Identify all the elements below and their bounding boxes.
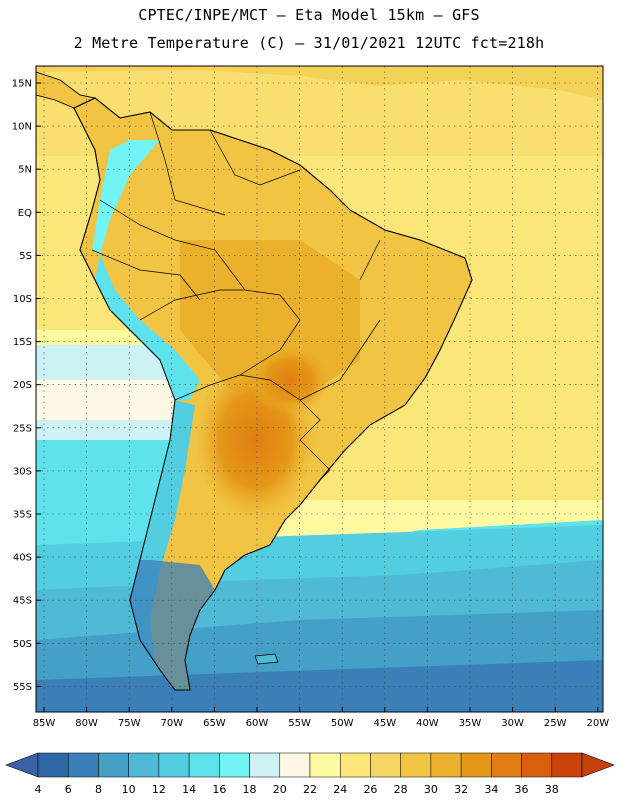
map-title-line-1: CPTEC/INPE/MCT – Eta Model 15km – GFS xyxy=(138,6,480,24)
lon-tick-label: 35W xyxy=(459,718,482,729)
lat-tick-label: 50S xyxy=(13,639,32,650)
andes-north-cold xyxy=(92,140,160,255)
colorbar-label: 16 xyxy=(212,783,226,796)
colorbar-swatch xyxy=(309,752,341,778)
paraguay-hot-core xyxy=(250,345,330,415)
lon-tick-label: 60W xyxy=(246,718,269,729)
colorbar-label: 8 xyxy=(95,783,102,796)
lat-tick-label: 25S xyxy=(13,423,32,434)
falkland-islands xyxy=(254,653,279,665)
colorbar-label: 10 xyxy=(122,783,136,796)
colorbar-label: 20 xyxy=(273,783,287,796)
colorbar-swatch xyxy=(460,752,492,778)
colorbar-low-arrow xyxy=(5,752,39,778)
lat-tick-label: EQ xyxy=(18,208,32,219)
colorbar-swatch xyxy=(430,752,462,778)
colorbar-label: 28 xyxy=(394,783,408,796)
lat-tick-label: 30S xyxy=(13,466,32,477)
longitude-axis: 85W 80W 75W 70W 65W 60W 55W 50W 45W 40W 35W 30W 25W 2… xyxy=(33,707,609,729)
map-title-line-2: 2 Metre Temperature (C) – 31/01/2021 12U… xyxy=(73,34,545,52)
lon-tick-label: 80W xyxy=(75,718,98,729)
colorbar-swatch xyxy=(279,752,311,778)
colorbar-swatch xyxy=(219,752,250,778)
temperature-colorbar xyxy=(5,752,615,778)
lon-tick-label: 85W xyxy=(33,718,56,729)
colorbar-swatch xyxy=(521,752,553,778)
colorbar-label: 6 xyxy=(65,783,72,796)
colorbar-swatch xyxy=(370,752,401,778)
patagonia-cold xyxy=(130,560,215,690)
colorbar-label: 18 xyxy=(243,783,257,796)
lon-tick-label: 25W xyxy=(544,718,567,729)
lon-tick-label: 70W xyxy=(160,718,183,729)
lat-tick-label: 40S xyxy=(13,553,32,564)
lat-tick-label: 15N xyxy=(12,79,32,90)
colorbar-swatch xyxy=(37,752,69,778)
lat-tick-label: 35S xyxy=(13,510,32,521)
lat-tick-label: 15S xyxy=(13,337,32,348)
colorbar-label: 24 xyxy=(333,783,347,796)
colorbar-label: 4 xyxy=(35,783,42,796)
lon-tick-label: 75W xyxy=(118,718,141,729)
colorbar-label: 12 xyxy=(152,783,166,796)
colorbar-swatch xyxy=(400,752,432,778)
lat-tick-label: 5S xyxy=(19,251,32,262)
coastline xyxy=(73,97,473,691)
lon-tick-label: 30W xyxy=(501,718,524,729)
colorbar-swatch xyxy=(249,752,281,778)
andes-central-cold xyxy=(95,255,200,400)
lat-tick-label: 45S xyxy=(13,596,32,607)
colorbar-swatch xyxy=(67,752,99,778)
lon-tick-label: 40W xyxy=(416,718,439,729)
lat-tick-label: 20S xyxy=(13,380,32,391)
colorbar-label: 22 xyxy=(303,783,317,796)
colorbar-label: 38 xyxy=(545,783,559,796)
lon-tick-label: 65W xyxy=(203,718,226,729)
latitude-axis: 15N 10N 5N EQ 5S 10S 15S 20S 25S 30S 35S 40S 45S 50S 5… xyxy=(12,79,41,693)
colorbar-label: 34 xyxy=(484,783,498,796)
lat-tick-label: 10N xyxy=(12,122,32,133)
lon-tick-label: 45W xyxy=(373,718,396,729)
caribbean-band xyxy=(36,66,603,100)
lat-tick-label: 55S xyxy=(13,682,32,693)
lon-tick-label: 20W xyxy=(586,718,609,729)
colorbar-swatch xyxy=(98,752,129,778)
lon-tick-label: 55W xyxy=(288,718,311,729)
lat-tick-label: 10S xyxy=(13,294,32,305)
lon-tick-label: 50W xyxy=(331,718,354,729)
pacific-light-band xyxy=(36,420,180,440)
south-ocean-blue-3 xyxy=(36,660,603,712)
lat-lon-grid xyxy=(36,66,603,712)
pacific-pale-band xyxy=(36,380,180,420)
colorbar-labels: 4 6 8 10 12 14 16 18 20 22 24 26 28 30 32 34 36 38 xyxy=(35,783,559,796)
colorbar-swatch xyxy=(128,752,160,778)
map-plot-area xyxy=(36,66,603,712)
colorbar-swatch xyxy=(339,752,371,778)
colorbar-label: 30 xyxy=(424,783,438,796)
lat-tick-label: 5N xyxy=(18,165,32,176)
country-borders xyxy=(91,111,381,481)
colorbar-label: 26 xyxy=(363,783,377,796)
map-frame xyxy=(35,65,604,713)
colorbar-swatch xyxy=(188,752,220,778)
colorbar-swatch xyxy=(551,752,583,778)
colorbar-label: 36 xyxy=(515,783,529,796)
colorbar-label: 14 xyxy=(182,783,196,796)
colorbar-swatch xyxy=(158,752,190,778)
colorbar-high-arrow xyxy=(581,752,615,778)
colorbar-label: 32 xyxy=(454,783,468,796)
colorbar-swatch xyxy=(491,752,522,778)
